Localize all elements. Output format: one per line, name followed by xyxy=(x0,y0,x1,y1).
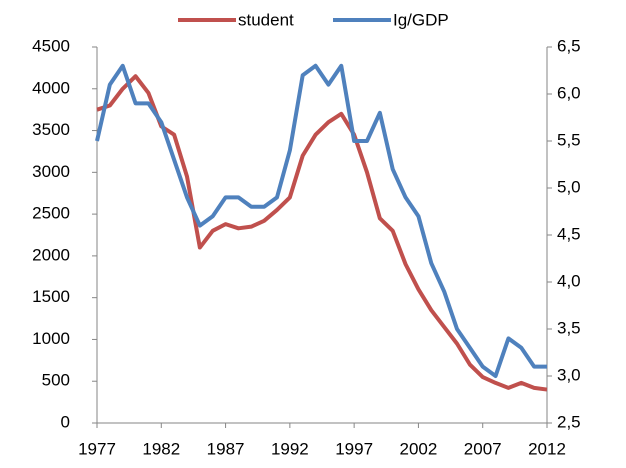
x-tick-label: 1992 xyxy=(271,439,309,458)
legend-label: student xyxy=(238,10,294,29)
x-tick-label: 1977 xyxy=(78,439,116,458)
y2-tick-label: 3,5 xyxy=(557,318,581,337)
x-tick-label: 1997 xyxy=(335,439,373,458)
x-tick-label: 1982 xyxy=(142,439,180,458)
series-line xyxy=(96,74,548,392)
series-line xyxy=(95,63,547,378)
y2-tick-label: 3,0 xyxy=(557,365,581,384)
x-tick-label: 2002 xyxy=(400,439,438,458)
y2-tick-label: 6,5 xyxy=(557,36,581,55)
y-tick-label: 3000 xyxy=(32,162,70,181)
y-tick-label: 0 xyxy=(61,412,70,431)
y-tick-label: 4500 xyxy=(32,36,70,55)
y-tick-label: 2500 xyxy=(32,204,70,223)
y-tick-label: 2000 xyxy=(32,245,70,264)
x-tick-label: 2007 xyxy=(464,439,502,458)
y-tick-label: 4000 xyxy=(32,78,70,97)
y-tick-label: 1000 xyxy=(32,329,70,348)
y2-tick-label: 4,0 xyxy=(557,271,581,290)
x-tick-label: 2012 xyxy=(528,439,566,458)
x-tick-label: 1987 xyxy=(207,439,245,458)
y-tick-label: 3500 xyxy=(32,120,70,139)
y2-tick-label: 6,0 xyxy=(557,83,581,102)
y2-tick-label: 4,5 xyxy=(557,224,581,243)
y2-tick-label: 2,5 xyxy=(557,412,581,431)
legend-label: Ig/GDP xyxy=(393,10,449,29)
y-tick-label: 500 xyxy=(42,371,70,390)
y2-tick-label: 5,5 xyxy=(557,130,581,149)
y-tick-label: 1500 xyxy=(32,287,70,306)
y2-tick-label: 5,0 xyxy=(557,177,581,196)
